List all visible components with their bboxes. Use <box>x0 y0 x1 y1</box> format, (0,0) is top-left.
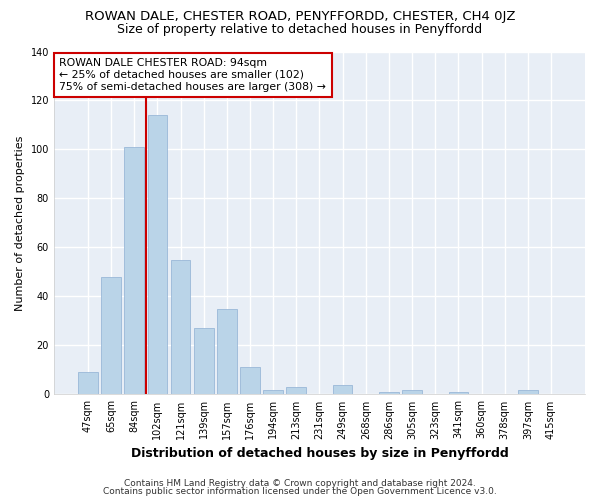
Text: ROWAN DALE, CHESTER ROAD, PENYFFORDD, CHESTER, CH4 0JZ: ROWAN DALE, CHESTER ROAD, PENYFFORDD, CH… <box>85 10 515 23</box>
Bar <box>518 390 538 394</box>
Bar <box>379 392 399 394</box>
Bar <box>449 392 468 394</box>
Bar <box>333 384 352 394</box>
Bar <box>402 390 422 394</box>
Text: Contains public sector information licensed under the Open Government Licence v3: Contains public sector information licen… <box>103 487 497 496</box>
Bar <box>263 390 283 394</box>
Bar <box>148 115 167 394</box>
Text: ROWAN DALE CHESTER ROAD: 94sqm
← 25% of detached houses are smaller (102)
75% of: ROWAN DALE CHESTER ROAD: 94sqm ← 25% of … <box>59 58 326 92</box>
Bar <box>240 368 260 394</box>
Bar <box>124 147 144 394</box>
Bar <box>78 372 98 394</box>
Bar <box>217 308 236 394</box>
X-axis label: Distribution of detached houses by size in Penyffordd: Distribution of detached houses by size … <box>131 447 508 460</box>
Text: Size of property relative to detached houses in Penyffordd: Size of property relative to detached ho… <box>118 22 482 36</box>
Bar <box>194 328 214 394</box>
Bar <box>170 260 190 394</box>
Bar <box>101 277 121 394</box>
Y-axis label: Number of detached properties: Number of detached properties <box>15 136 25 310</box>
Text: Contains HM Land Registry data © Crown copyright and database right 2024.: Contains HM Land Registry data © Crown c… <box>124 478 476 488</box>
Bar <box>286 387 306 394</box>
